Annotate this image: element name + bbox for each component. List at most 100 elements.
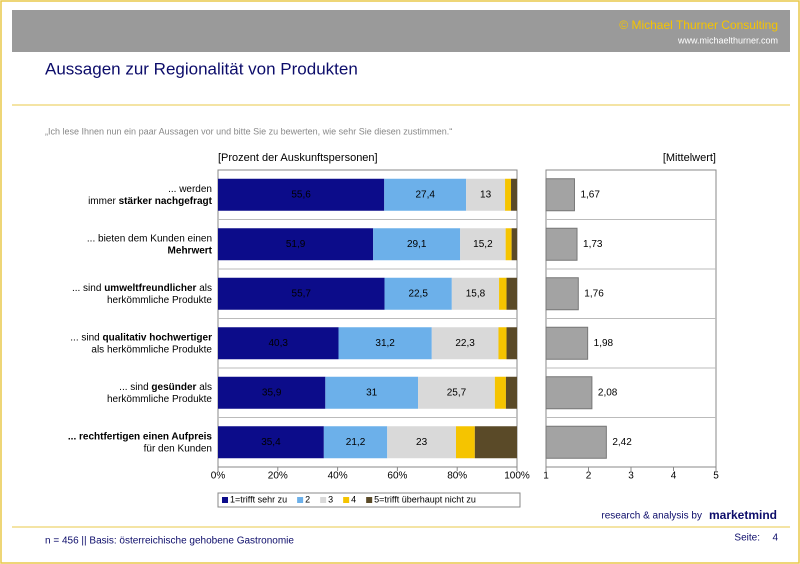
data-label: 1,73	[583, 239, 603, 250]
brand-prefix: research & analysis by	[601, 511, 702, 522]
category-part: stärker nachgefragt	[119, 195, 213, 206]
bar-segment	[499, 277, 507, 310]
bar-segment	[325, 376, 419, 409]
data-label: 55,7	[292, 288, 312, 299]
category-label: ... sind gesünder als	[119, 381, 212, 392]
category-part: ... sind	[70, 332, 102, 343]
legend-label: 3	[328, 494, 333, 504]
bar-segment	[384, 277, 452, 310]
bar	[545, 178, 575, 212]
data-label: 22,5	[408, 288, 428, 299]
data-label: 31	[366, 387, 378, 398]
category-part: als	[196, 282, 212, 293]
legend-swatch	[222, 497, 228, 503]
category-part: für den Kunden	[144, 443, 212, 454]
page-label: Seite:	[734, 533, 760, 544]
legend-label: 1=trifft sehr zu	[230, 494, 287, 504]
data-label: 23	[416, 437, 428, 448]
category-label: Mehrwert	[168, 245, 213, 256]
legend-label: 2	[305, 494, 310, 504]
category-part: ... bieten dem Kunden einen	[87, 233, 212, 244]
question: „Ich lese Ihnen nun ein paar Aussagen vo…	[45, 126, 452, 136]
bar-segment	[505, 178, 512, 211]
category-part: ... sind	[119, 381, 151, 392]
category-part: als	[196, 381, 212, 392]
category-part: ... sind	[72, 282, 104, 293]
category-label: als herkömmliche Produkte	[91, 344, 212, 355]
bar-segment	[505, 376, 517, 409]
header-copyright: © Michael Thurner Consulting	[619, 18, 778, 32]
data-label: 1,98	[594, 338, 614, 349]
bar-segment	[460, 228, 506, 261]
bar-segment	[511, 228, 517, 261]
bar-segment	[218, 327, 339, 360]
bar-segment	[218, 426, 324, 459]
bar-segment	[218, 277, 385, 310]
data-label: 22,3	[455, 338, 475, 349]
bar-segment	[431, 327, 499, 360]
data-label: 55,6	[291, 189, 311, 200]
x-tick-label: 3	[628, 471, 634, 482]
x-tick-label: 5	[713, 471, 719, 482]
bar-segment	[505, 228, 512, 261]
data-label: 35,4	[261, 437, 281, 448]
x-tick-label: 20%	[268, 471, 288, 482]
x-tick-label: 100%	[504, 471, 530, 482]
data-label: 35,9	[262, 387, 282, 398]
data-label: 40,3	[269, 338, 289, 349]
category-label: ... rechtfertigen einen Aufpreis	[68, 431, 213, 442]
bar-segment	[498, 327, 507, 360]
category-label: herkömmliche Produkte	[107, 393, 212, 404]
data-label: 21,2	[346, 437, 366, 448]
x-tick-label: 0%	[211, 471, 226, 482]
brand: marketmind	[709, 508, 777, 522]
category-part: immer	[88, 195, 119, 206]
category-label: immer stärker nachgefragt	[88, 195, 213, 206]
x-tick-label: 80%	[447, 471, 467, 482]
data-label: 29,1	[407, 239, 427, 250]
bar-segment	[338, 327, 432, 360]
legend-swatch	[297, 497, 304, 503]
axis-label: [Prozent der Auskunftspersonen]	[218, 152, 378, 164]
category-label: ... werden	[168, 183, 212, 194]
bar-segment	[323, 426, 388, 459]
category-label: ... bieten dem Kunden einen	[87, 233, 212, 244]
data-label: 2,42	[612, 437, 632, 448]
legend-swatch	[320, 497, 327, 503]
bar-segment	[387, 426, 457, 459]
bar-segment	[218, 228, 374, 261]
data-label: 25,7	[447, 387, 467, 398]
bar-segment	[506, 327, 517, 360]
category-part: ... werden	[168, 183, 212, 194]
category-part: herkömmliche Produkte	[107, 294, 212, 305]
header-band	[12, 10, 790, 52]
bar-segment	[218, 376, 326, 409]
page-number: 4	[772, 533, 778, 544]
category-label: ... sind umweltfreundlicher als	[72, 282, 212, 293]
axis-label: [Mittelwert]	[663, 152, 716, 164]
category-label: herkömmliche Produkte	[107, 294, 212, 305]
bar-segment	[474, 426, 517, 459]
data-label: 13	[480, 189, 492, 200]
legend-label: 4	[351, 494, 356, 504]
bar-segment	[466, 178, 506, 211]
header-url: www.michaelthurner.com	[677, 35, 778, 45]
data-label: 31,2	[375, 338, 395, 349]
category-part: gesünder	[151, 381, 196, 392]
bar-segment	[451, 277, 500, 310]
bar-segment	[456, 426, 475, 459]
x-tick-label: 2	[586, 471, 592, 482]
data-label: 51,9	[286, 239, 306, 250]
bar	[545, 326, 589, 360]
data-label: 2,08	[598, 387, 618, 398]
data-label: 15,2	[473, 239, 493, 250]
bar-segment	[511, 178, 517, 211]
bar	[545, 425, 607, 459]
category-part: qualitativ hochwertiger	[103, 332, 213, 343]
category-part: umweltfreundlicher	[104, 282, 196, 293]
data-label: 1,67	[580, 189, 600, 200]
bar-segment	[418, 376, 495, 409]
bar	[545, 277, 579, 311]
category-part: herkömmliche Produkte	[107, 393, 212, 404]
